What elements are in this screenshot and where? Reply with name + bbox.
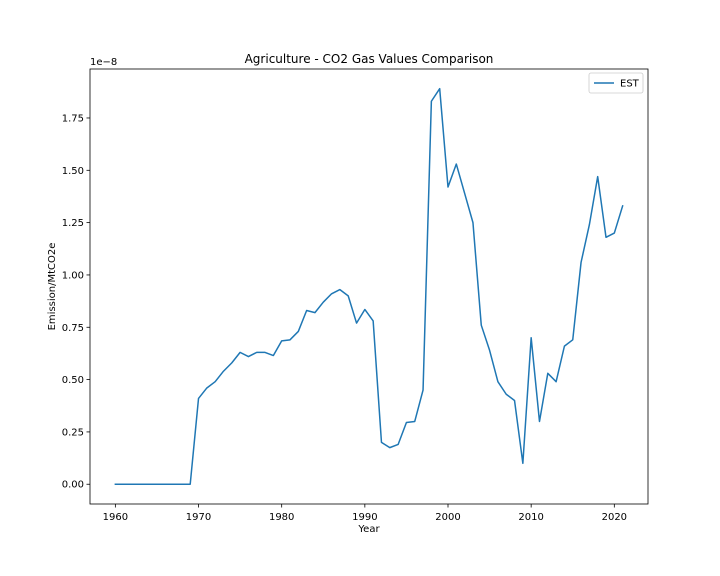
legend-box bbox=[588, 72, 644, 94]
x-tick-label: 1970 bbox=[186, 512, 211, 523]
x-tick-label: 2000 bbox=[435, 512, 460, 523]
series-group bbox=[114, 87, 624, 485]
y-tick-label: 1.50 bbox=[62, 166, 84, 177]
x-tick-label: 1980 bbox=[269, 512, 294, 523]
x-tick-label: 2020 bbox=[602, 512, 627, 523]
plot-area bbox=[90, 69, 648, 504]
series-line-est bbox=[114, 87, 624, 485]
y-tick-label: 1.00 bbox=[62, 270, 84, 281]
y-tick-label: 0.00 bbox=[62, 480, 84, 491]
y-axis: 0.00 0.25 0.50 0.75 1.00 1.25 1.50 1.75 bbox=[62, 113, 90, 491]
x-tick-label: 1990 bbox=[352, 512, 377, 523]
y-tick-label: 0.25 bbox=[62, 427, 84, 438]
y-tick-label: 1.25 bbox=[62, 218, 84, 229]
plot-frame bbox=[89, 68, 649, 505]
y-tick-label: 0.50 bbox=[62, 375, 84, 386]
legend: EST bbox=[588, 72, 644, 94]
legend-label-est: EST bbox=[620, 79, 640, 90]
x-tick-label: 1960 bbox=[103, 512, 128, 523]
x-axis: 1960 1970 1980 1990 2000 2010 2020 bbox=[103, 504, 627, 523]
y-tick-label: 0.75 bbox=[62, 323, 84, 334]
y-offset-label: 1e−8 bbox=[90, 57, 117, 68]
x-axis-label: Year bbox=[357, 524, 380, 535]
x-tick-label: 2010 bbox=[518, 512, 543, 523]
y-tick-label: 1.75 bbox=[62, 113, 84, 124]
y-axis-label: Emission/MtCO2e bbox=[47, 243, 58, 331]
chart-title: Agriculture - CO2 Gas Values Comparison bbox=[245, 52, 494, 66]
